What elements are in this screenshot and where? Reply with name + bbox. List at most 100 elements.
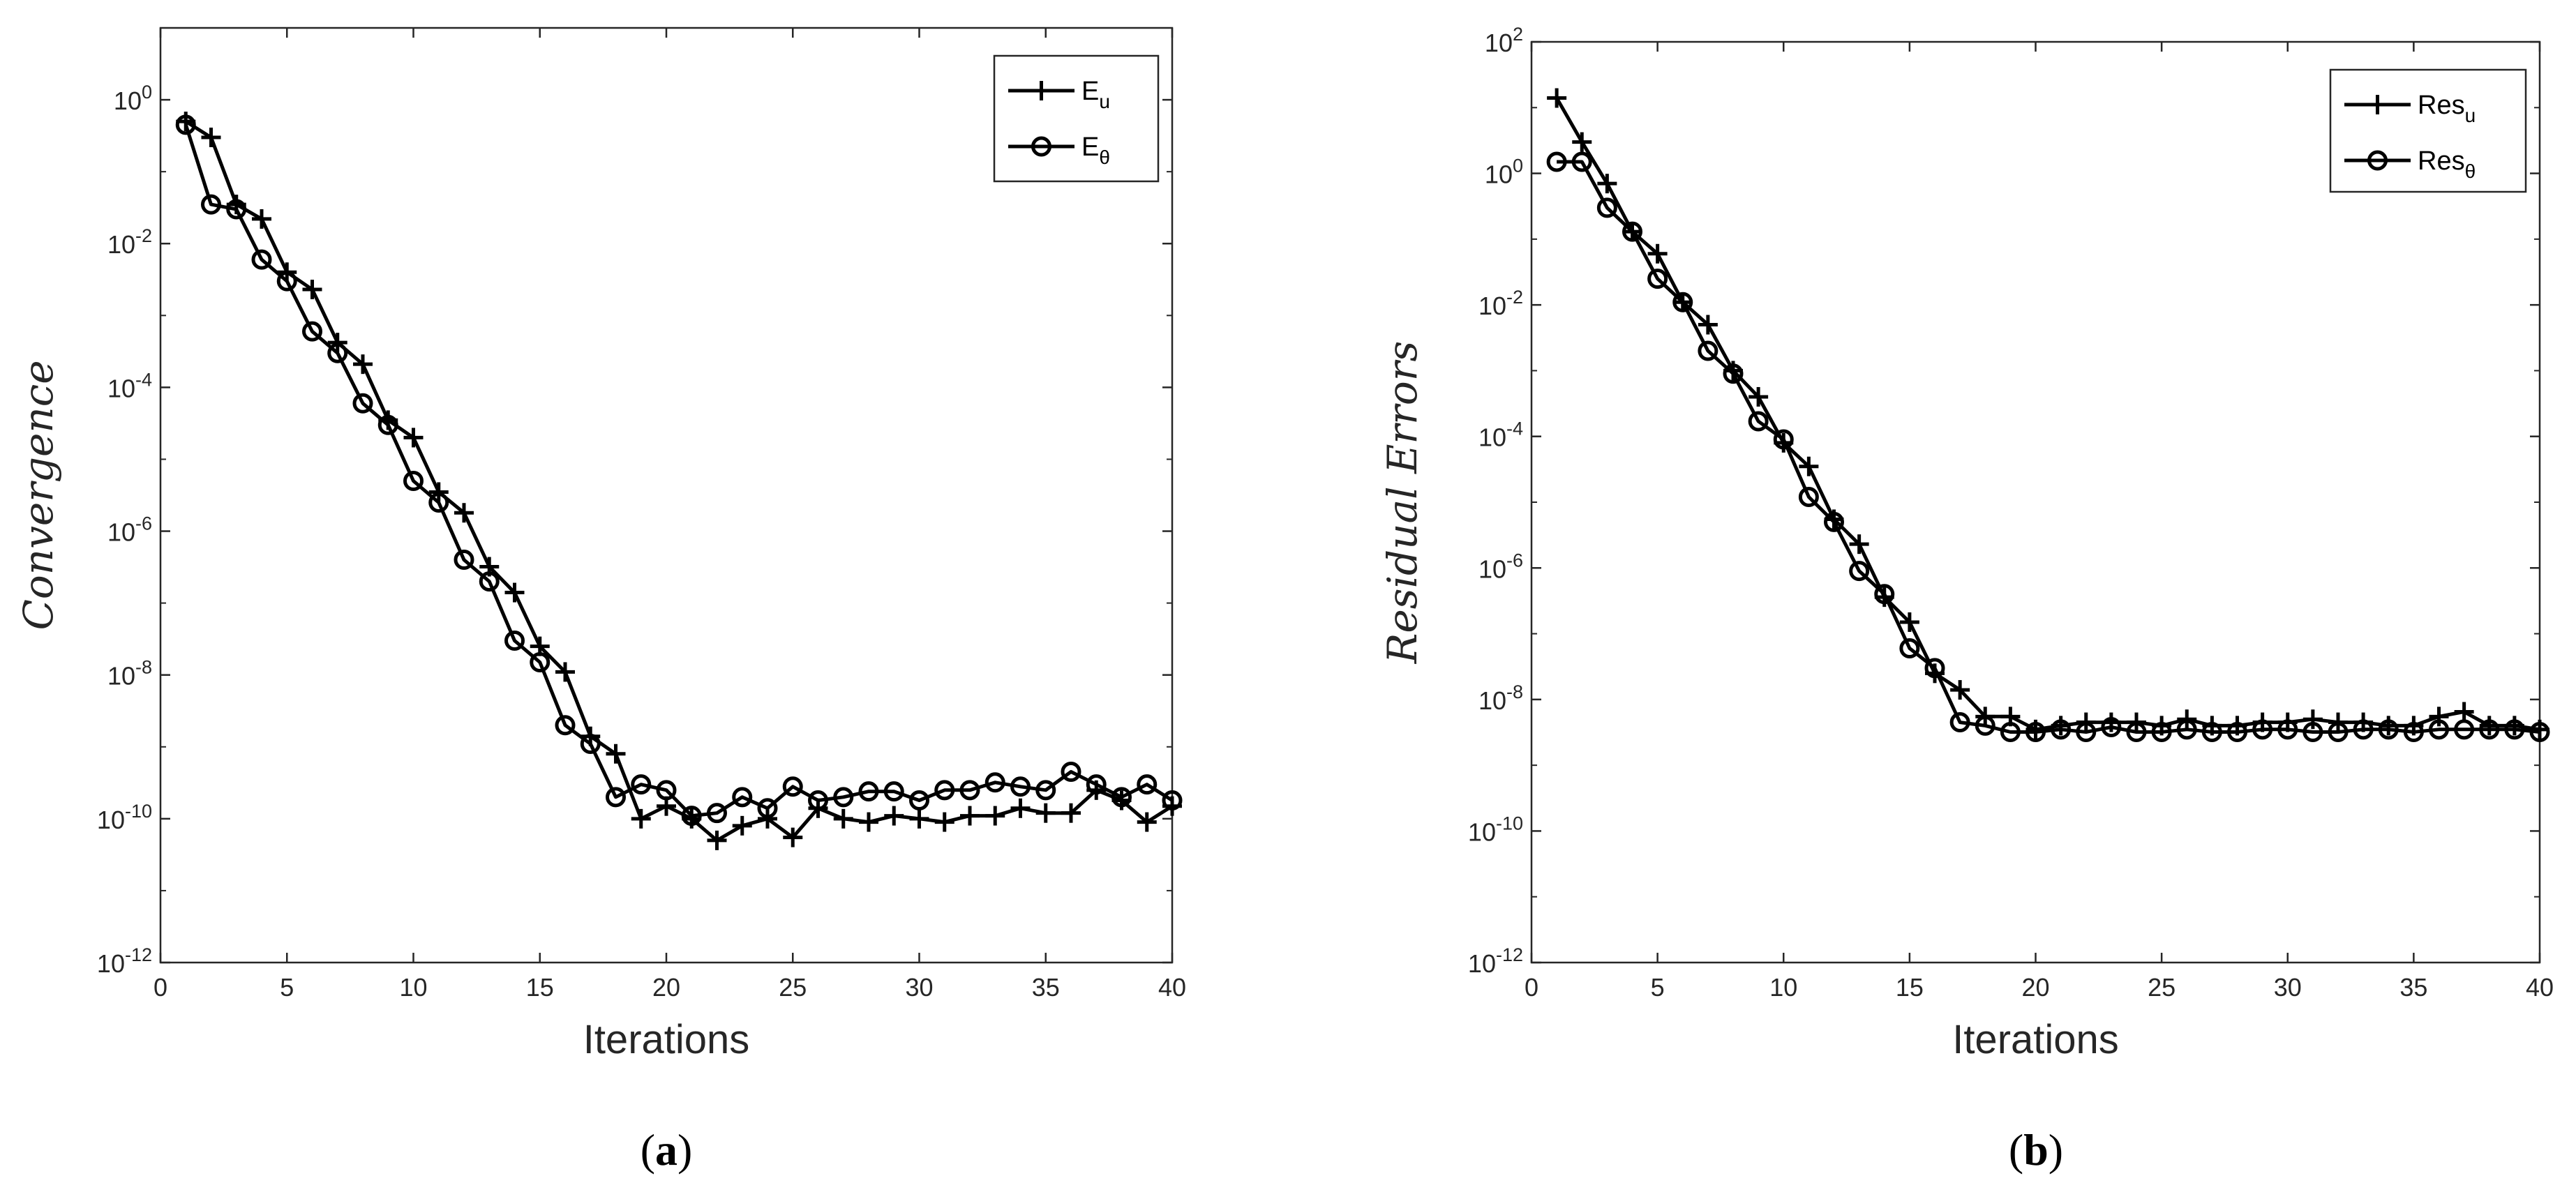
data-point-circle <box>1723 363 1744 384</box>
data-point-circle <box>2252 719 2273 740</box>
x-tick-label: 20 <box>2021 973 2049 1002</box>
data-point-circle <box>2201 722 2222 743</box>
data-point-circle <box>1647 269 1668 289</box>
data-point-circle <box>2051 719 2072 740</box>
legend-box <box>2329 68 2527 193</box>
series-1 <box>175 114 1183 827</box>
data-point-circle <box>1622 221 1642 242</box>
data-point-circle <box>251 249 272 270</box>
data-point-circle <box>1137 774 1158 795</box>
data-point-plus <box>403 428 424 448</box>
data-point-plus <box>2177 709 2197 730</box>
data-point-circle <box>1748 411 1769 432</box>
series-line <box>1555 97 2540 732</box>
data-point-plus <box>758 808 777 829</box>
data-point-plus <box>1698 315 1718 335</box>
data-point-plus <box>783 827 803 847</box>
y-tick-label: 10-10 <box>97 801 152 834</box>
series-line <box>184 124 1174 818</box>
data-point-circle <box>2454 719 2475 740</box>
data-point-plus <box>2302 709 2323 730</box>
y-tick-label: 10-8 <box>107 657 152 691</box>
chart-panel-b: 0 5 10 15 20 25 30 35 40 102 100 10-2 10-4 10-6 10-8 10… <box>1379 24 2554 1175</box>
data-point-plus <box>327 333 347 353</box>
data-point-circle <box>707 803 727 824</box>
data-point-circle <box>403 470 424 491</box>
data-point-plus <box>732 815 752 836</box>
y-tick-label: 100 <box>114 82 152 115</box>
x-tick-label: 15 <box>1896 973 1924 1002</box>
data-point-circle <box>2328 722 2349 743</box>
y-tick-label: 100 <box>1485 156 1523 189</box>
data-point-plus <box>707 830 727 850</box>
data-point-circle <box>2403 722 2424 743</box>
x-tick-label: 30 <box>2274 973 2302 1002</box>
data-point-plus <box>201 127 221 147</box>
data-point-plus <box>1647 243 1668 264</box>
data-point-plus <box>428 482 449 502</box>
data-point-circle <box>909 790 929 811</box>
data-point-circle <box>2277 719 2298 740</box>
data-point-circle <box>1031 136 1051 157</box>
x-tick-label: 0 <box>1525 973 1538 1002</box>
legend-entry: Resu <box>2418 91 2476 126</box>
data-point-circle <box>2176 719 2197 740</box>
data-point-plus <box>302 280 322 300</box>
data-point-circle <box>681 806 702 827</box>
data-point-plus <box>555 662 575 682</box>
series-line <box>1557 160 2540 734</box>
data-point-circle <box>276 271 297 292</box>
data-point-circle <box>2126 722 2147 743</box>
data-point-circle <box>302 321 322 342</box>
data-point-plus <box>252 209 271 229</box>
data-point-circle <box>1798 487 1819 508</box>
data-point-circle <box>1546 151 1567 172</box>
x-tick-label: 0 <box>153 973 167 1002</box>
y-tick-label: 10-8 <box>1478 681 1523 715</box>
data-point-circle <box>580 734 601 755</box>
data-point-circle <box>2151 722 2172 743</box>
data-point-plus <box>1899 612 1919 632</box>
data-point-plus <box>909 808 929 829</box>
data-point-circle <box>175 114 196 135</box>
data-point-circle <box>2025 722 2046 743</box>
data-point-circle <box>732 787 753 808</box>
data-point-circle <box>1571 151 1592 172</box>
data-point-plus <box>504 582 525 603</box>
data-point-circle <box>2429 719 2449 740</box>
data-point-plus <box>454 503 474 523</box>
data-point-plus <box>934 812 954 832</box>
data-point-circle <box>1162 790 1183 811</box>
data-point-circle <box>1086 774 1107 795</box>
y-tick-label: 10-2 <box>1478 287 1523 320</box>
x-tick-label: 25 <box>779 973 807 1002</box>
data-point-circle <box>631 774 652 795</box>
data-point-plus <box>1061 803 1081 823</box>
x-axis-label: Iterations <box>1952 1017 2119 1062</box>
y-tick-label: 10-12 <box>1468 944 1523 978</box>
legend-box <box>993 54 1160 183</box>
data-point-circle <box>1874 584 1895 605</box>
legend-entry: Eθ <box>1081 133 1110 168</box>
data-point-circle <box>1824 511 1844 532</box>
data-point-plus <box>859 812 878 832</box>
x-tick-label: 40 <box>2526 973 2554 1002</box>
data-point-circle <box>808 790 828 811</box>
data-point-circle <box>1924 658 1945 679</box>
data-point-circle <box>1596 197 1617 218</box>
data-point-circle <box>479 571 500 592</box>
x-tick-label: 20 <box>652 973 680 1002</box>
x-tick-label: 10 <box>399 973 427 1002</box>
data-point-plus <box>1547 88 1567 108</box>
data-point-circle <box>555 715 576 736</box>
data-point-circle <box>2101 716 2122 737</box>
data-point-circle <box>2378 719 2399 740</box>
data-point-circle <box>2000 722 2021 743</box>
data-point-plus <box>606 744 626 764</box>
data-point-plus <box>960 806 980 826</box>
data-point-circle <box>1061 762 1081 783</box>
data-point-circle <box>606 787 626 808</box>
data-point-circle <box>201 194 221 215</box>
data-point-circle <box>1899 638 1920 658</box>
data-point-circle <box>1111 787 1132 808</box>
